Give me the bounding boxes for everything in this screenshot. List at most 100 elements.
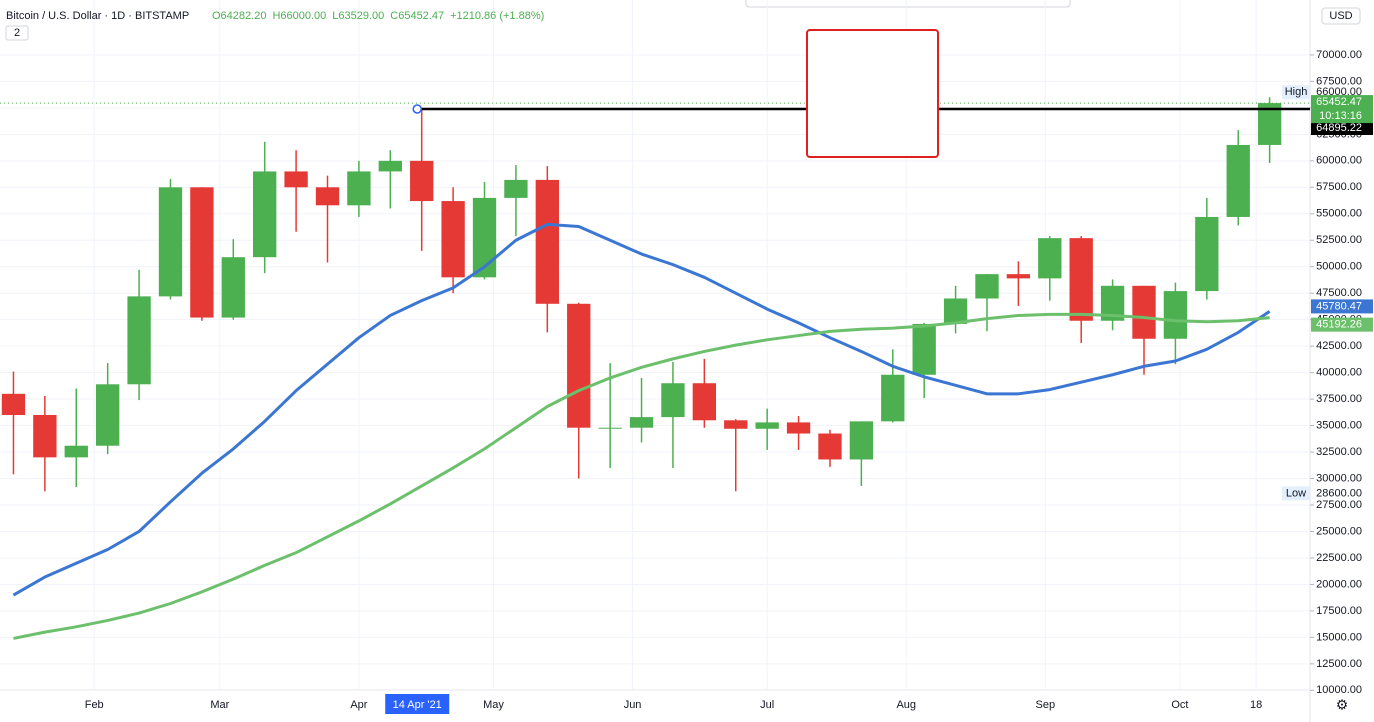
candle-body [912,323,936,375]
candle-body [818,433,842,460]
candle-body [347,171,371,206]
candle-body [1,393,26,415]
y-tick-label: 22500.00 [1316,552,1362,564]
candle-body [786,422,811,434]
candle-body [724,420,748,429]
candle-body [1132,285,1156,339]
candle-body [1226,144,1250,217]
y-tick-label: 50000.00 [1316,261,1362,273]
candle-body [567,303,591,428]
y-tick-label: 35000.00 [1316,419,1362,431]
candle-body [96,384,120,446]
ohlc-value: L63529.00 [332,10,384,22]
candle-body [33,414,57,458]
y-tick-label: 57500.00 [1316,181,1362,193]
candle-body [1038,238,1062,279]
candle-body [943,298,968,324]
y-tick-label: 70000.00 [1316,49,1362,61]
candle-body [441,201,465,278]
y-tick-label: 37500.00 [1316,393,1362,405]
candle-body [504,179,528,198]
candle-body [1006,274,1031,279]
candle-body [535,179,559,304]
y-tick-label: 15000.00 [1316,631,1362,643]
price-tag [1311,95,1373,124]
y-tick-label: 30000.00 [1316,472,1362,484]
y-tick-label: 12500.00 [1316,658,1362,670]
candle-body [1069,238,1093,321]
y-tick-label: 67500.00 [1316,75,1362,87]
symbol-title: Bitcoin / U.S. Dollar · 1D · BITSTAMP [6,10,189,22]
currency-button[interactable] [1321,7,1361,25]
candle-body [472,197,497,278]
toolbar[interactable] [745,0,1071,8]
y-tick-label: 17500.00 [1316,605,1362,617]
candle-body [692,383,717,421]
extreme-name-bg [1282,486,1310,501]
price-tag [1311,317,1373,332]
candle-body [849,421,874,460]
settings-icon[interactable]: ⚙ [1336,697,1349,713]
x-tick-label: Mar [210,699,229,711]
x-tick-label: Jun [624,699,642,711]
crosshair-date-bg [385,694,450,714]
y-tick-label: 25000.00 [1316,525,1362,537]
candle-body [127,296,151,385]
y-tick-label: 40000.00 [1316,367,1362,379]
candle-body [1163,291,1188,339]
x-tick-label: Apr [350,699,367,711]
candle-body [410,160,434,202]
candle-body [1257,103,1282,145]
currency: USD [1329,10,1352,22]
x-tick-label: 18 [1250,699,1262,711]
extreme-name: High [1285,86,1308,98]
candle-body [253,171,277,258]
y-tick-label: 27500.00 [1316,499,1362,511]
candle-body [315,187,340,206]
candle-body [661,383,685,418]
y-tick-label: 32500.00 [1316,446,1362,458]
ohlc-value: C65452.47 [390,10,444,22]
price-tag-label: 45780.47 [1316,300,1362,312]
price-tag [1311,299,1373,314]
countdown: 10:13:16 [1319,110,1362,122]
candle-body [284,171,308,188]
record-high-tag [1311,120,1373,135]
extreme-label: 66000.00 [1316,86,1362,98]
ohlc-value: +1210.86 (+1.88%) [450,10,544,22]
y-tick-label: 55000.00 [1316,208,1362,220]
candle-body [881,374,905,422]
price-tag-label: 65452.47 [1316,96,1362,108]
candle-body [755,422,779,429]
extreme-label: 28600.00 [1316,487,1362,499]
y-tick-label: 20000.00 [1316,578,1362,590]
candle-body [975,274,999,299]
x-tick-label: Oct [1171,699,1188,711]
candle-body [1195,216,1219,292]
record-high-label: 64895.22 [1316,122,1362,134]
y-tick-label: 47500.00 [1316,287,1362,299]
x-tick-label: Aug [896,699,916,711]
indicator-toggle[interactable] [5,25,29,41]
y-tick-label: 42500.00 [1316,340,1362,352]
candle-body [64,445,88,458]
candle-body [629,417,654,428]
candle-body [221,257,245,318]
annotation-box [806,29,939,158]
x-tick-label: Sep [1036,699,1056,711]
y-tick-label: 10000.00 [1316,684,1362,696]
extreme-name-bg [1282,85,1310,100]
candle-body [190,187,214,318]
ohlc-value: O64282.20 [212,10,266,22]
extreme-name: Low [1286,487,1306,499]
record-high-anchor [412,104,422,114]
ohlc-value: H66000.00 [272,10,326,22]
candle-body [158,187,183,297]
moving-average-line [12,222,1271,597]
indicator-count: 2 [14,27,20,39]
candle-body [1100,285,1125,321]
candle-body [378,160,402,172]
x-tick-label: 14 Apr '21 [393,699,442,711]
